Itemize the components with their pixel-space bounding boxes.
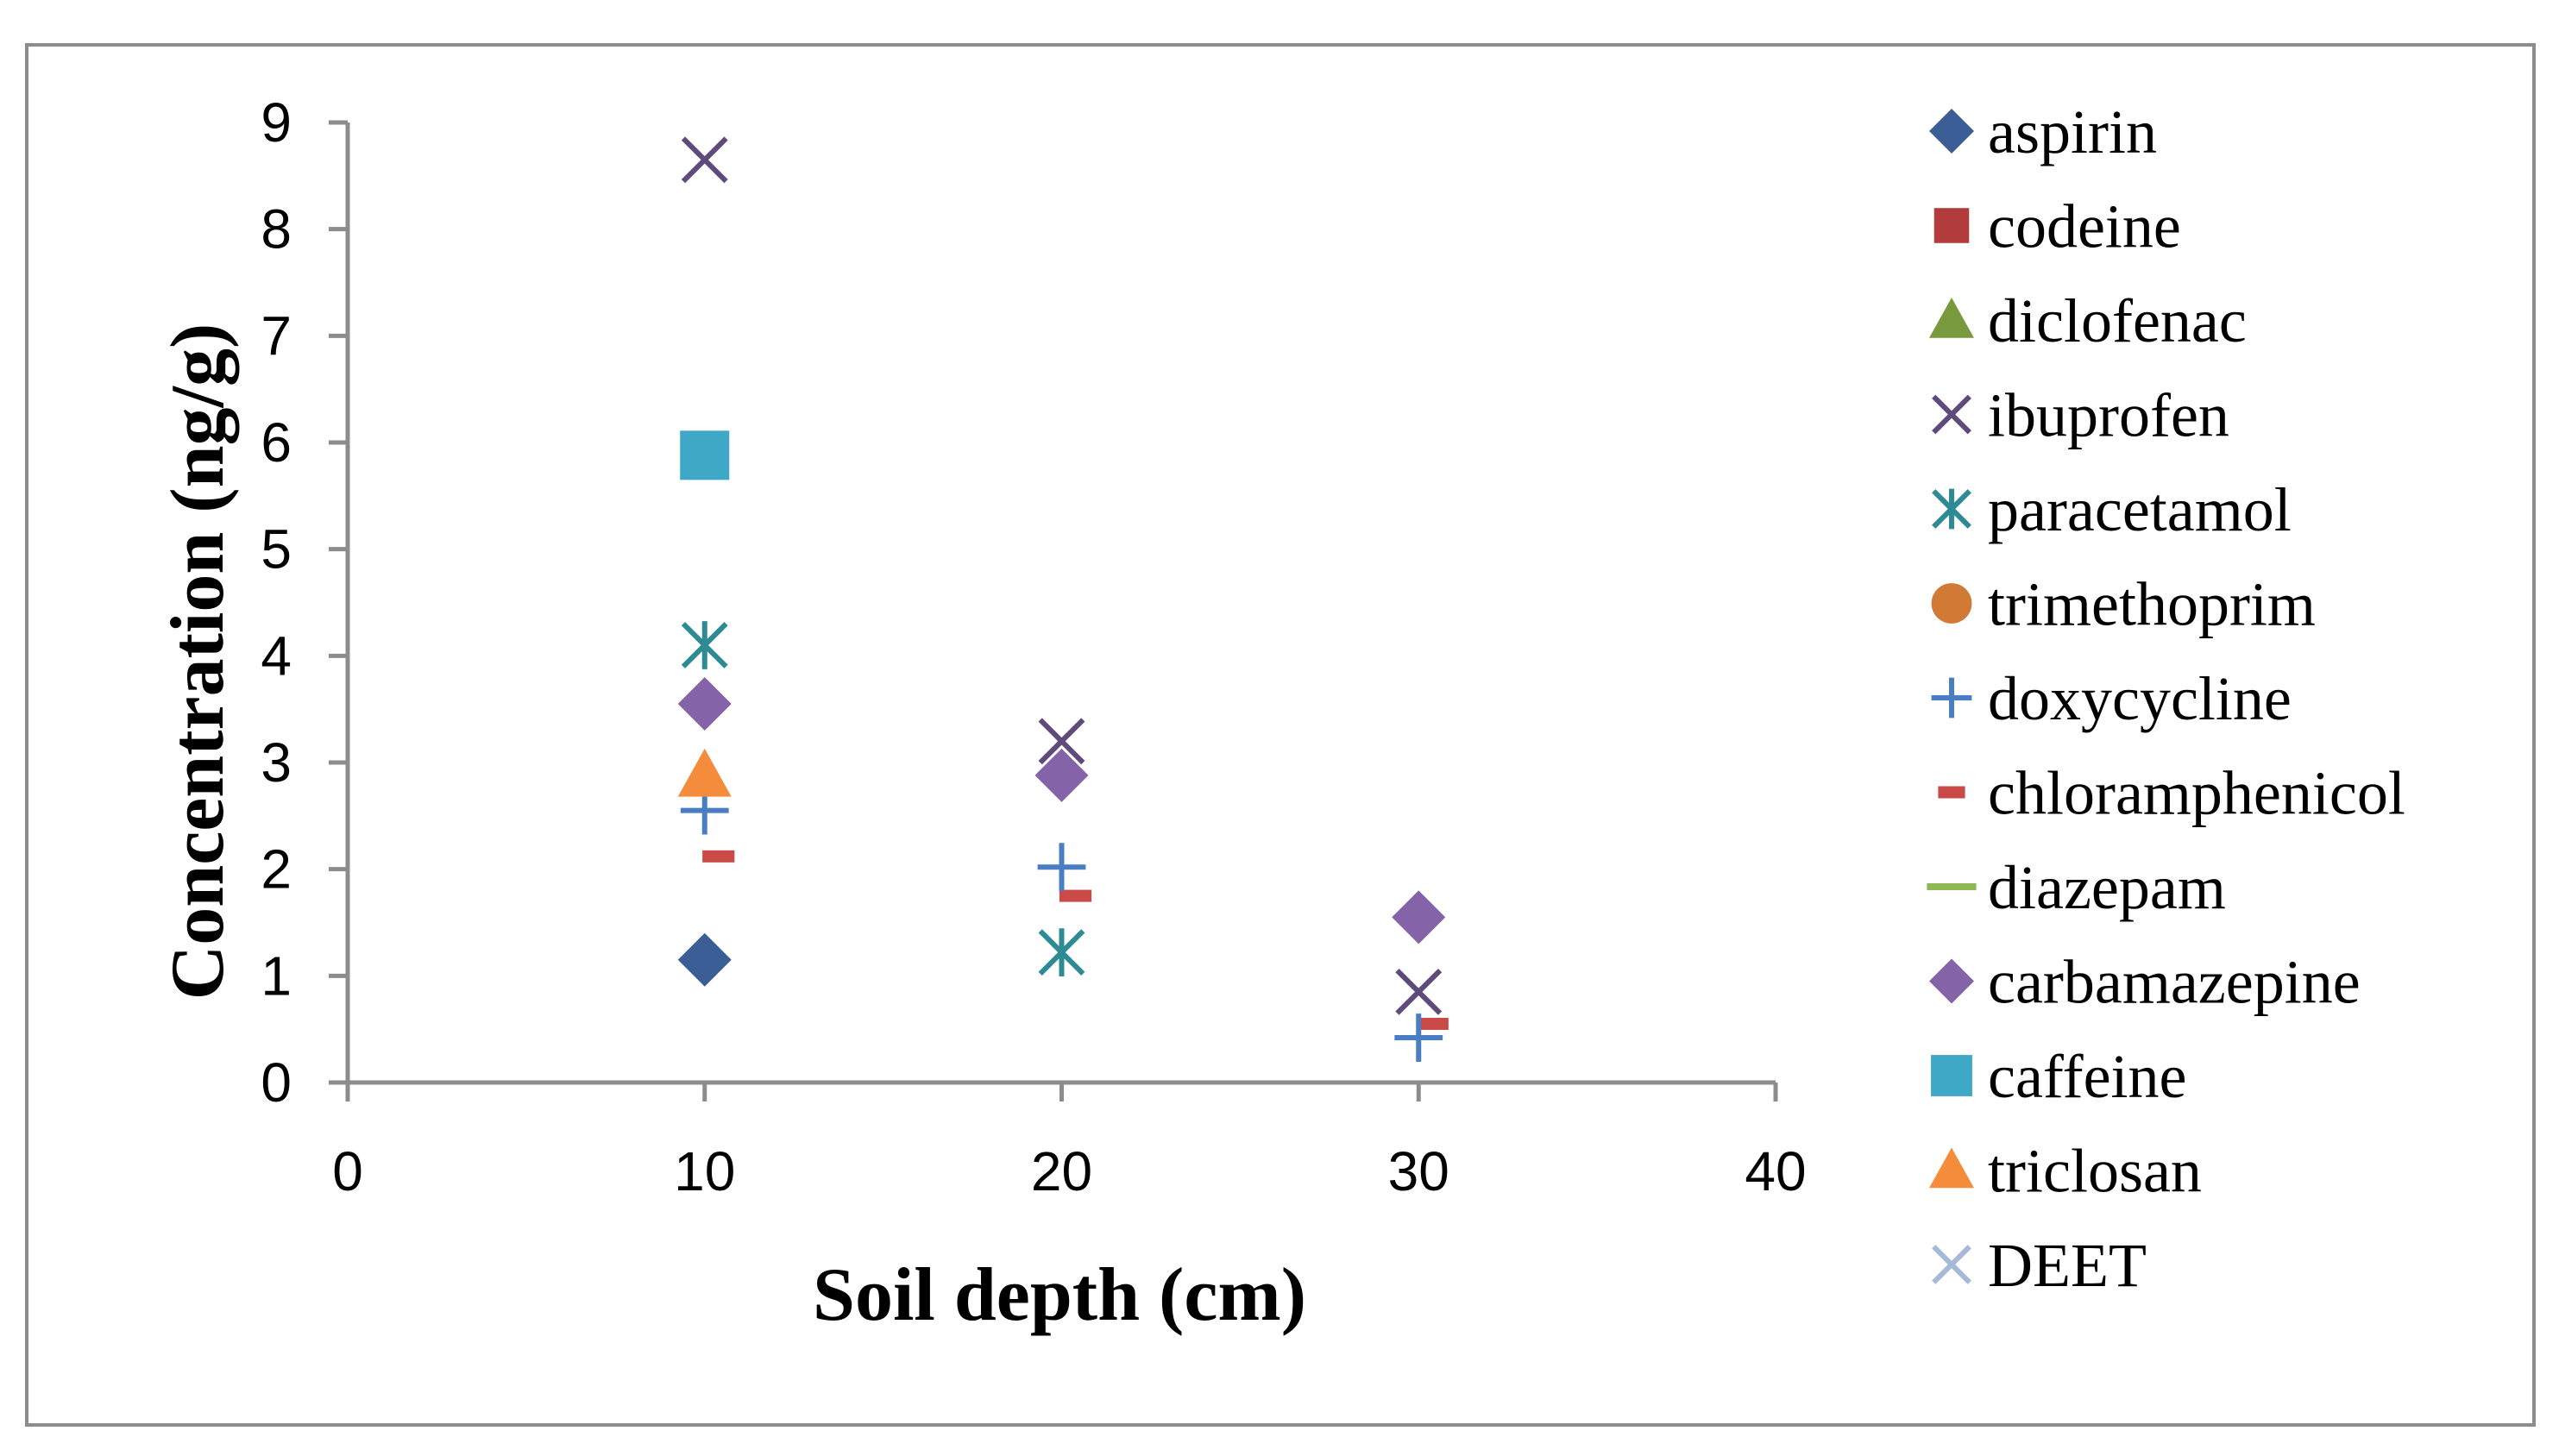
legend-marker-codeine [1933, 208, 1970, 243]
point-carbamazepine [1034, 748, 1089, 802]
legend-label: caffeine [1988, 1042, 2186, 1111]
legend-marker-chloramphenicol [1938, 786, 1965, 799]
y-tick-label: 4 [261, 624, 292, 687]
legend-label: ibuprofen [1988, 381, 2229, 450]
legend-label: aspirin [1988, 97, 2157, 166]
y-tick-label: 1 [261, 945, 292, 1007]
legend-item-chloramphenicol: chloramphenicol [1938, 759, 2405, 828]
legend-label: trimethoprim [1988, 570, 2316, 639]
x-tick-label: 40 [1745, 1140, 1806, 1202]
point-carbamazepine [677, 676, 732, 731]
point-ibuprofen [681, 136, 728, 184]
legend-item-caffeine: caffeine [1931, 1042, 2186, 1111]
legend-item-codeine: codeine [1933, 192, 2181, 261]
legend-item-diazepam: diazepam [1927, 853, 2226, 922]
legend-label: codeine [1988, 192, 2181, 261]
legend-item-paracetamol: paracetamol [1932, 475, 2292, 544]
y-axis-title: Concentration (ng/g) [156, 323, 240, 1001]
legend-marker-paracetamol [1932, 488, 1971, 530]
point-ibuprofen [1038, 718, 1085, 765]
legend-item-carbamazepine: carbamazepine [1929, 948, 2361, 1017]
legend-label: paracetamol [1988, 475, 2292, 544]
x-tick-label: 10 [674, 1140, 735, 1202]
legend: aspirin codeine diclofenac ibuprofen paracet… [1927, 97, 2405, 1300]
point-aspirin [677, 932, 732, 987]
legend-label: carbamazepine [1988, 948, 2361, 1017]
legend-marker-ibuprofen [1932, 394, 1971, 435]
point-triclosan [677, 748, 732, 797]
x-tick-label: 0 [332, 1140, 363, 1202]
legend-item-diclofenac: diclofenac [1929, 286, 2247, 355]
x-axis-ticks: 0 10 20 30 40 [332, 1083, 1807, 1202]
point-chloramphenicol [1416, 1017, 1449, 1030]
x-tick-label: 30 [1388, 1140, 1449, 1202]
data-points [677, 136, 1449, 1062]
x-axis-title: Soil depth (cm) [813, 1253, 1306, 1337]
point-chloramphenicol [1059, 889, 1092, 902]
point-caffeine [680, 430, 730, 480]
legend-marker-doxycycline [1931, 677, 1972, 719]
y-tick-label: 7 [261, 304, 292, 367]
legend-item-ibuprofen: ibuprofen [1932, 381, 2229, 450]
x-tick-label: 20 [1031, 1140, 1092, 1202]
point-doxycycline [1037, 843, 1086, 892]
legend-item-triclosan: triclosan [1929, 1137, 2202, 1206]
point-chloramphenicol [702, 850, 735, 863]
y-tick-label: 3 [261, 731, 292, 794]
y-tick-label: 2 [261, 838, 292, 901]
chart-border [25, 43, 2536, 1427]
y-tick-label: 5 [261, 518, 292, 581]
y-tick-label: 0 [261, 1051, 292, 1114]
legend-marker-caffeine [1931, 1055, 1972, 1096]
point-doxycycline [1394, 1014, 1443, 1062]
legend-item-deet: DEET [1932, 1231, 2147, 1300]
y-tick-label: 8 [261, 198, 292, 260]
point-carbamazepine [1392, 890, 1446, 945]
legend-marker-aspirin [1929, 109, 1974, 154]
y-axis-ticks: 0 1 2 3 4 5 6 7 8 9 [261, 91, 348, 1114]
y-tick-label: 9 [261, 91, 292, 154]
point-paracetamol [681, 621, 728, 669]
legend-label: triclosan [1988, 1137, 2202, 1206]
legend-item-aspirin: aspirin [1929, 97, 2157, 166]
legend-label: DEET [1988, 1231, 2147, 1300]
legend-item-doxycycline: doxycycline [1931, 664, 2292, 733]
legend-label: diclofenac [1988, 286, 2247, 355]
legend-label: doxycycline [1988, 664, 2292, 733]
legend-marker-triclosan [1929, 1147, 1974, 1189]
legend-item-trimethoprim: trimethoprim [1931, 570, 2316, 639]
legend-marker-trimethoprim [1931, 583, 1972, 624]
legend-label: diazepam [1988, 853, 2226, 922]
y-tick-label: 6 [261, 411, 292, 474]
point-paracetamol [1038, 928, 1085, 977]
legend-marker-diclofenac [1929, 298, 1974, 338]
legend-marker-carbamazepine [1929, 958, 1974, 1004]
legend-marker-deet [1932, 1245, 1971, 1284]
point-ibuprofen [1395, 968, 1443, 1015]
legend-label: chloramphenicol [1988, 759, 2405, 828]
